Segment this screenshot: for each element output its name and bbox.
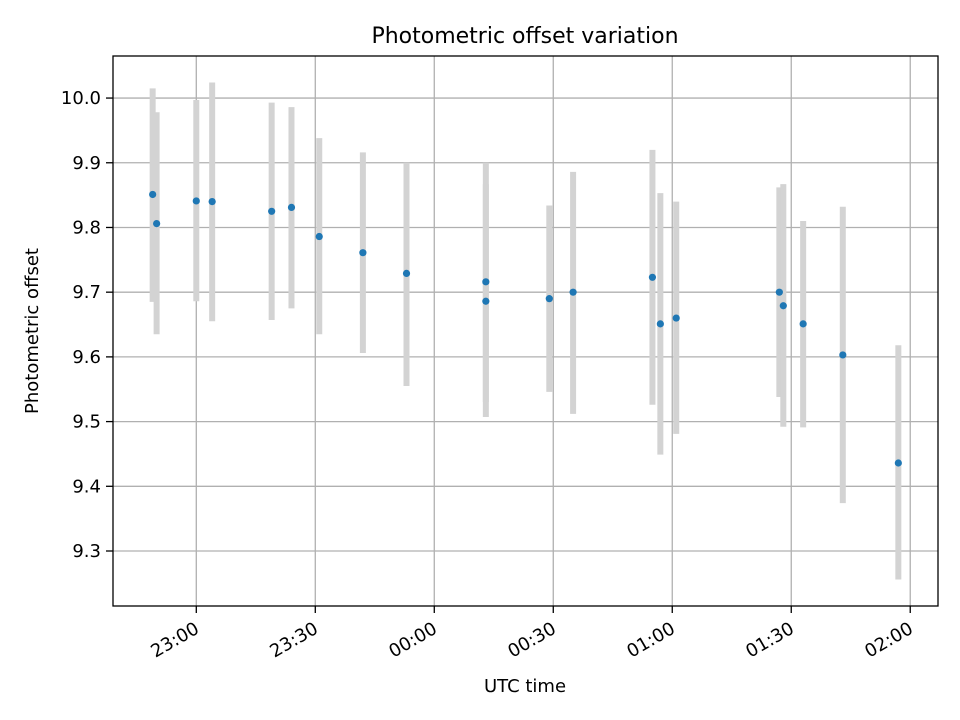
errorbar-layer <box>149 82 902 580</box>
data-point <box>545 295 553 303</box>
y-tick-label: 9.3 <box>72 541 101 562</box>
chart-title: Photometric offset variation <box>371 24 678 49</box>
x-tick-label: 01:00 <box>623 618 678 662</box>
data-point <box>775 288 783 296</box>
data-point <box>894 459 902 467</box>
data-point <box>648 273 657 281</box>
y-tick-label: 9.9 <box>72 153 101 174</box>
data-point <box>149 190 157 199</box>
x-tick-label: 23:30 <box>266 618 321 662</box>
x-tick-label: 01:30 <box>742 618 797 662</box>
data-point <box>656 320 664 328</box>
data-point <box>192 197 200 205</box>
y-tick-label: 9.8 <box>72 217 101 238</box>
data-point <box>799 320 807 328</box>
data-point <box>402 269 411 278</box>
data-point <box>315 232 323 241</box>
x-tick-label: 02:00 <box>861 618 916 662</box>
x-axis-ticks: 23:00 23:30 00:00 00:30 01:00 01:30 02:00 <box>147 606 917 662</box>
data-point <box>268 207 276 215</box>
y-axis-ticks: 9.3 9.4 9.5 9.6 9.7 9.8 9.9 10.0 <box>61 88 113 562</box>
x-tick-label: 23:00 <box>147 618 202 662</box>
data-point <box>287 203 296 212</box>
grid-layer <box>113 56 938 606</box>
x-tick-label: 00:00 <box>385 618 440 662</box>
y-tick-label: 10.0 <box>61 88 101 109</box>
data-point <box>359 249 367 257</box>
data-point <box>839 351 847 359</box>
y-tick-label: 9.5 <box>72 412 101 433</box>
y-axis-label: Photometric offset <box>22 248 43 414</box>
y-tick-label: 9.6 <box>72 347 101 368</box>
x-tick-label: 00:30 <box>504 618 559 662</box>
point-layer <box>149 190 902 467</box>
data-point <box>153 219 161 228</box>
y-tick-label: 9.7 <box>72 282 101 303</box>
y-tick-label: 9.4 <box>72 476 101 497</box>
plot-frame <box>112 55 939 607</box>
data-point <box>208 197 216 206</box>
data-point <box>672 314 680 322</box>
x-axis-label: UTC time <box>484 676 566 697</box>
data-point <box>569 288 577 296</box>
data-point <box>779 302 787 310</box>
data-point <box>482 278 490 286</box>
data-point <box>482 297 490 305</box>
